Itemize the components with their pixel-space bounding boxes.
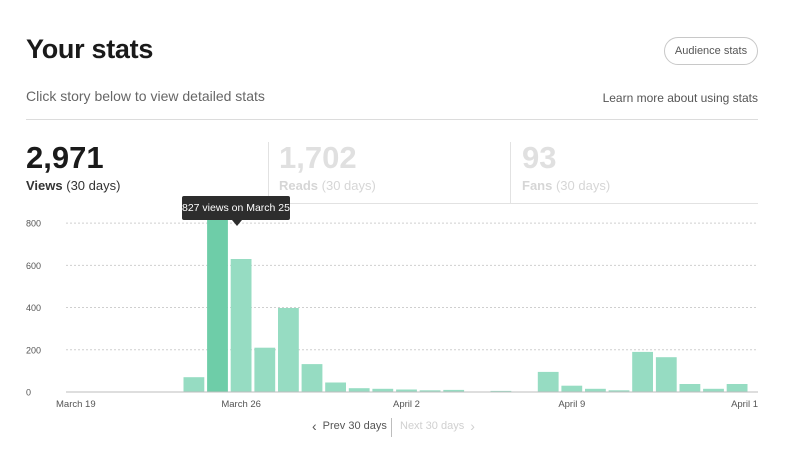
chart-bar	[585, 388, 606, 392]
chart-bar	[348, 388, 370, 392]
chart-bar	[230, 259, 252, 392]
views-label-name: Views	[26, 178, 63, 193]
summary-divider	[269, 203, 758, 204]
header-divider	[26, 119, 758, 120]
views-count: 2,971	[26, 140, 104, 175]
chart-bar	[301, 364, 323, 392]
y-tick-label: 200	[26, 345, 41, 355]
views-summary-tab[interactable]: 2,971 Views (30 days)	[26, 140, 266, 202]
x-tick-label: March 26	[221, 399, 261, 410]
fans-label-name: Fans	[522, 178, 553, 193]
chart-bar	[632, 351, 653, 392]
y-tick-label: 0	[26, 388, 31, 398]
chart-bar	[561, 385, 583, 392]
summary-separator	[510, 142, 511, 203]
chart-pager: ‹ Prev 30 days Next 30 days ›	[0, 418, 800, 438]
chart-bar	[278, 308, 299, 392]
pager-separator	[391, 418, 392, 437]
chart-bar	[325, 382, 346, 392]
fans-label: Fans (30 days)	[522, 178, 752, 193]
fans-summary-tab[interactable]: 93 Fans (30 days)	[522, 140, 752, 202]
reads-summary-tab[interactable]: 1,702 Reads (30 days)	[279, 140, 509, 202]
chart-bar	[207, 217, 228, 392]
reads-label: Reads (30 days)	[279, 178, 509, 193]
views-label: Views (30 days)	[26, 178, 266, 193]
reads-label-name: Reads	[279, 178, 319, 193]
prev-30-days-button[interactable]: ‹ Prev 30 days	[312, 417, 387, 434]
chart-bar	[726, 384, 748, 392]
next-30-days-button[interactable]: Next 30 days ›	[400, 417, 475, 434]
chart-bar	[254, 347, 276, 392]
chevron-right-icon: ›	[470, 417, 475, 434]
next-30-days-label: Next 30 days	[400, 420, 465, 432]
audience-stats-button[interactable]: Audience stats	[664, 37, 758, 65]
y-tick-label: 400	[26, 303, 41, 313]
x-tick-label: March 19	[56, 399, 96, 410]
chart-bar	[608, 390, 630, 392]
reads-count: 1,702	[279, 140, 357, 175]
y-tick-label: 800	[26, 219, 41, 229]
page-subtitle: Click story below to view detailed stats	[26, 88, 265, 104]
chart-bar	[537, 371, 559, 392]
chart-bar	[396, 389, 417, 392]
chart-bar	[183, 377, 205, 392]
x-tick-label: April 2	[393, 399, 420, 410]
chart-bar	[679, 384, 701, 392]
chart-bar	[419, 390, 441, 392]
chart-tooltip: 827 views on March 25	[182, 196, 290, 220]
fans-count: 93	[522, 140, 557, 175]
chart-bar	[490, 390, 512, 392]
prev-30-days-label: Prev 30 days	[322, 420, 387, 432]
summary-separator	[268, 142, 269, 203]
page-title: Your stats	[26, 34, 154, 64]
x-tick-label: April 1	[731, 399, 758, 410]
chart-bar	[372, 388, 394, 392]
x-tick-label: April 9	[558, 399, 585, 410]
chart-tooltip-arrow	[232, 220, 242, 226]
views-label-period: (30 days)	[66, 178, 121, 193]
chart-bar	[655, 357, 677, 392]
chevron-left-icon: ‹	[312, 417, 317, 434]
chart-bar	[703, 388, 724, 392]
learn-more-link[interactable]: Learn more about using stats	[602, 91, 758, 105]
fans-label-period: (30 days)	[555, 178, 611, 193]
chart-bar	[443, 389, 465, 392]
y-tick-label: 600	[26, 261, 41, 271]
reads-label-period: (30 days)	[321, 178, 376, 193]
